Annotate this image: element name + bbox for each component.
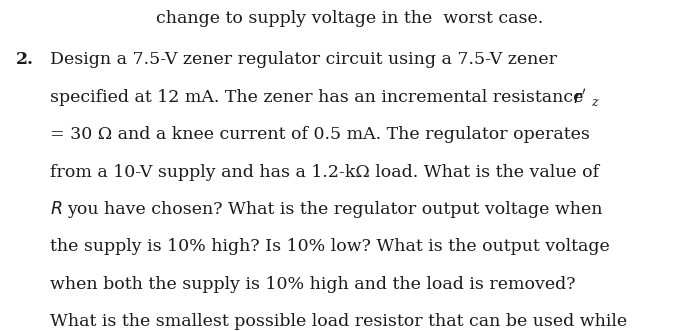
Text: the supply is 10% high? Is 10% low? What is the output voltage: the supply is 10% high? Is 10% low? What… xyxy=(50,238,610,255)
Text: from a 10-V supply and has a 1.2-kΩ load. What is the value of: from a 10-V supply and has a 1.2-kΩ load… xyxy=(50,164,599,180)
Text: when both the supply is 10% high and the load is removed?: when both the supply is 10% high and the… xyxy=(50,276,576,293)
Text: you have chosen? What is the regulator output voltage when: you have chosen? What is the regulator o… xyxy=(67,201,603,218)
Text: z: z xyxy=(592,96,598,109)
Text: $R$: $R$ xyxy=(50,201,63,218)
Text: $r'$: $r'$ xyxy=(573,89,586,108)
Text: 2.: 2. xyxy=(15,51,34,68)
Text: = 30 Ω and a knee current of 0.5 mA. The regulator operates: = 30 Ω and a knee current of 0.5 mA. The… xyxy=(50,126,590,143)
Text: Design a 7.5-V zener regulator circuit using a 7.5-V zener: Design a 7.5-V zener regulator circuit u… xyxy=(50,51,557,68)
Text: What is the smallest possible load resistor that can be used while: What is the smallest possible load resis… xyxy=(50,313,627,330)
Text: change to supply voltage in the  worst case.: change to supply voltage in the worst ca… xyxy=(156,10,544,27)
Text: specified at 12 mA. The zener has an incremental resistance: specified at 12 mA. The zener has an inc… xyxy=(50,89,589,106)
